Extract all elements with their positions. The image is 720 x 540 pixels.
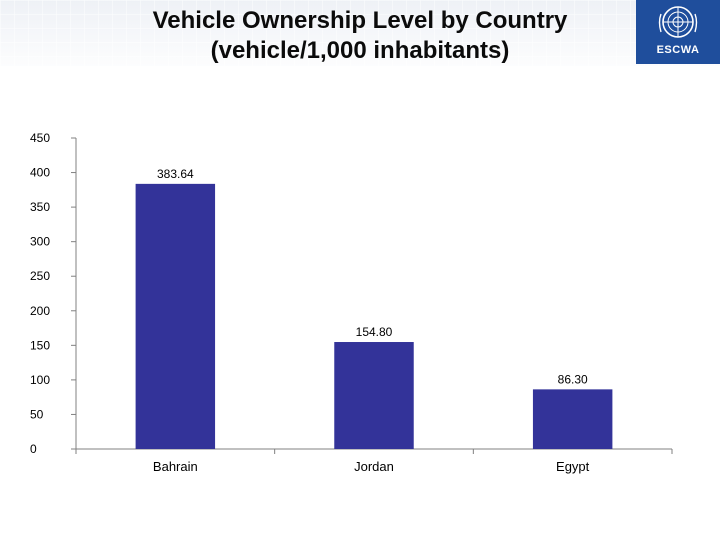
y-tick-label: 150 <box>30 338 50 352</box>
escwa-logo: ESCWA <box>636 0 720 64</box>
y-tick-label: 400 <box>30 166 50 180</box>
y-tick-label: 350 <box>30 200 50 214</box>
x-tick-label: Jordan <box>354 459 394 474</box>
y-tick-label: 200 <box>30 304 50 318</box>
title-line-1: Vehicle Ownership Level by Country <box>152 7 568 34</box>
y-tick-label: 450 <box>30 131 50 145</box>
value-labels: 383.64 154.80 86.30 <box>157 167 588 386</box>
data-label: 154.80 <box>356 325 393 339</box>
y-tick-labels: 0 50 100 150 200 250 300 350 400 450 <box>30 131 50 456</box>
un-emblem-icon <box>658 6 698 38</box>
bar <box>532 389 613 449</box>
data-label: 86.30 <box>558 372 588 386</box>
bars <box>135 183 613 450</box>
logo-text: ESCWA <box>656 44 700 56</box>
y-tick-label: 50 <box>30 407 44 421</box>
bar <box>135 183 216 450</box>
x-tick-label: Egypt <box>556 459 590 474</box>
y-tick-label: 300 <box>30 235 50 249</box>
y-tick-label: 250 <box>30 269 50 283</box>
header-background <box>0 0 720 66</box>
x-tick-label: Bahrain <box>153 459 198 474</box>
title-line-2: (vehicle/1,000 inhabitants) <box>210 37 510 64</box>
bar <box>334 342 414 449</box>
page-title: Vehicle Ownership Level by Country (vehi… <box>60 6 660 66</box>
x-tick-labels: Bahrain Jordan Egypt <box>153 459 590 474</box>
data-label: 383.64 <box>157 167 194 181</box>
y-tick-label: 0 <box>30 442 37 456</box>
y-tick-label: 100 <box>30 373 50 387</box>
